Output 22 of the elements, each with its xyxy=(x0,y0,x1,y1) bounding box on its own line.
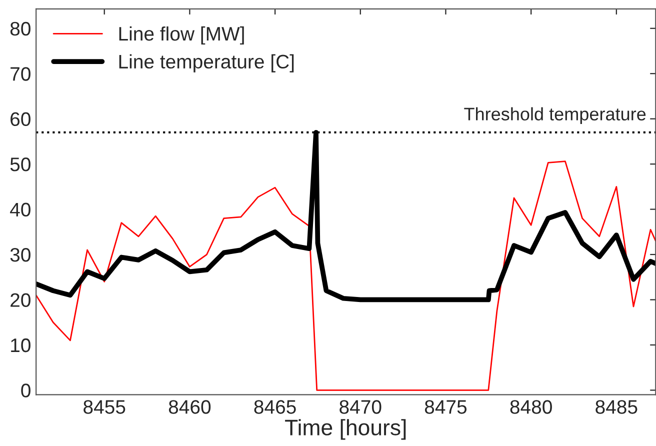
line-series xyxy=(36,130,656,302)
y-tick-label: 10 xyxy=(11,338,30,352)
x-tick-label: 8455 xyxy=(84,400,126,414)
x-tick-label: 8480 xyxy=(510,400,552,414)
y-tick-label: 40 xyxy=(10,202,30,217)
x-tick-label: 8465 xyxy=(254,400,296,414)
line-series xyxy=(36,160,656,391)
y-tick-label: 50 xyxy=(10,158,30,172)
x-tick-label: 8475 xyxy=(424,400,467,414)
x-tick-label: 8460 xyxy=(168,400,211,414)
y-tick-label: 70 xyxy=(10,67,30,81)
y-tick-label: 0 xyxy=(21,384,30,398)
ref-line-label: Threshold temperature xyxy=(464,107,646,124)
legend-label: Line flow [MW] xyxy=(119,26,244,45)
y-tick-label: 60 xyxy=(10,112,30,126)
y-tick-label: 20 xyxy=(10,293,30,307)
y-tick-label: 30 xyxy=(10,248,30,262)
y-tick-label: 80 xyxy=(10,22,30,36)
x-tick-label: 8485 xyxy=(596,400,638,414)
x-tick-label: 8470 xyxy=(340,400,382,414)
x-axis-title: Time [hours] xyxy=(285,419,406,440)
legend-label: Line temperature [C] xyxy=(119,54,294,72)
